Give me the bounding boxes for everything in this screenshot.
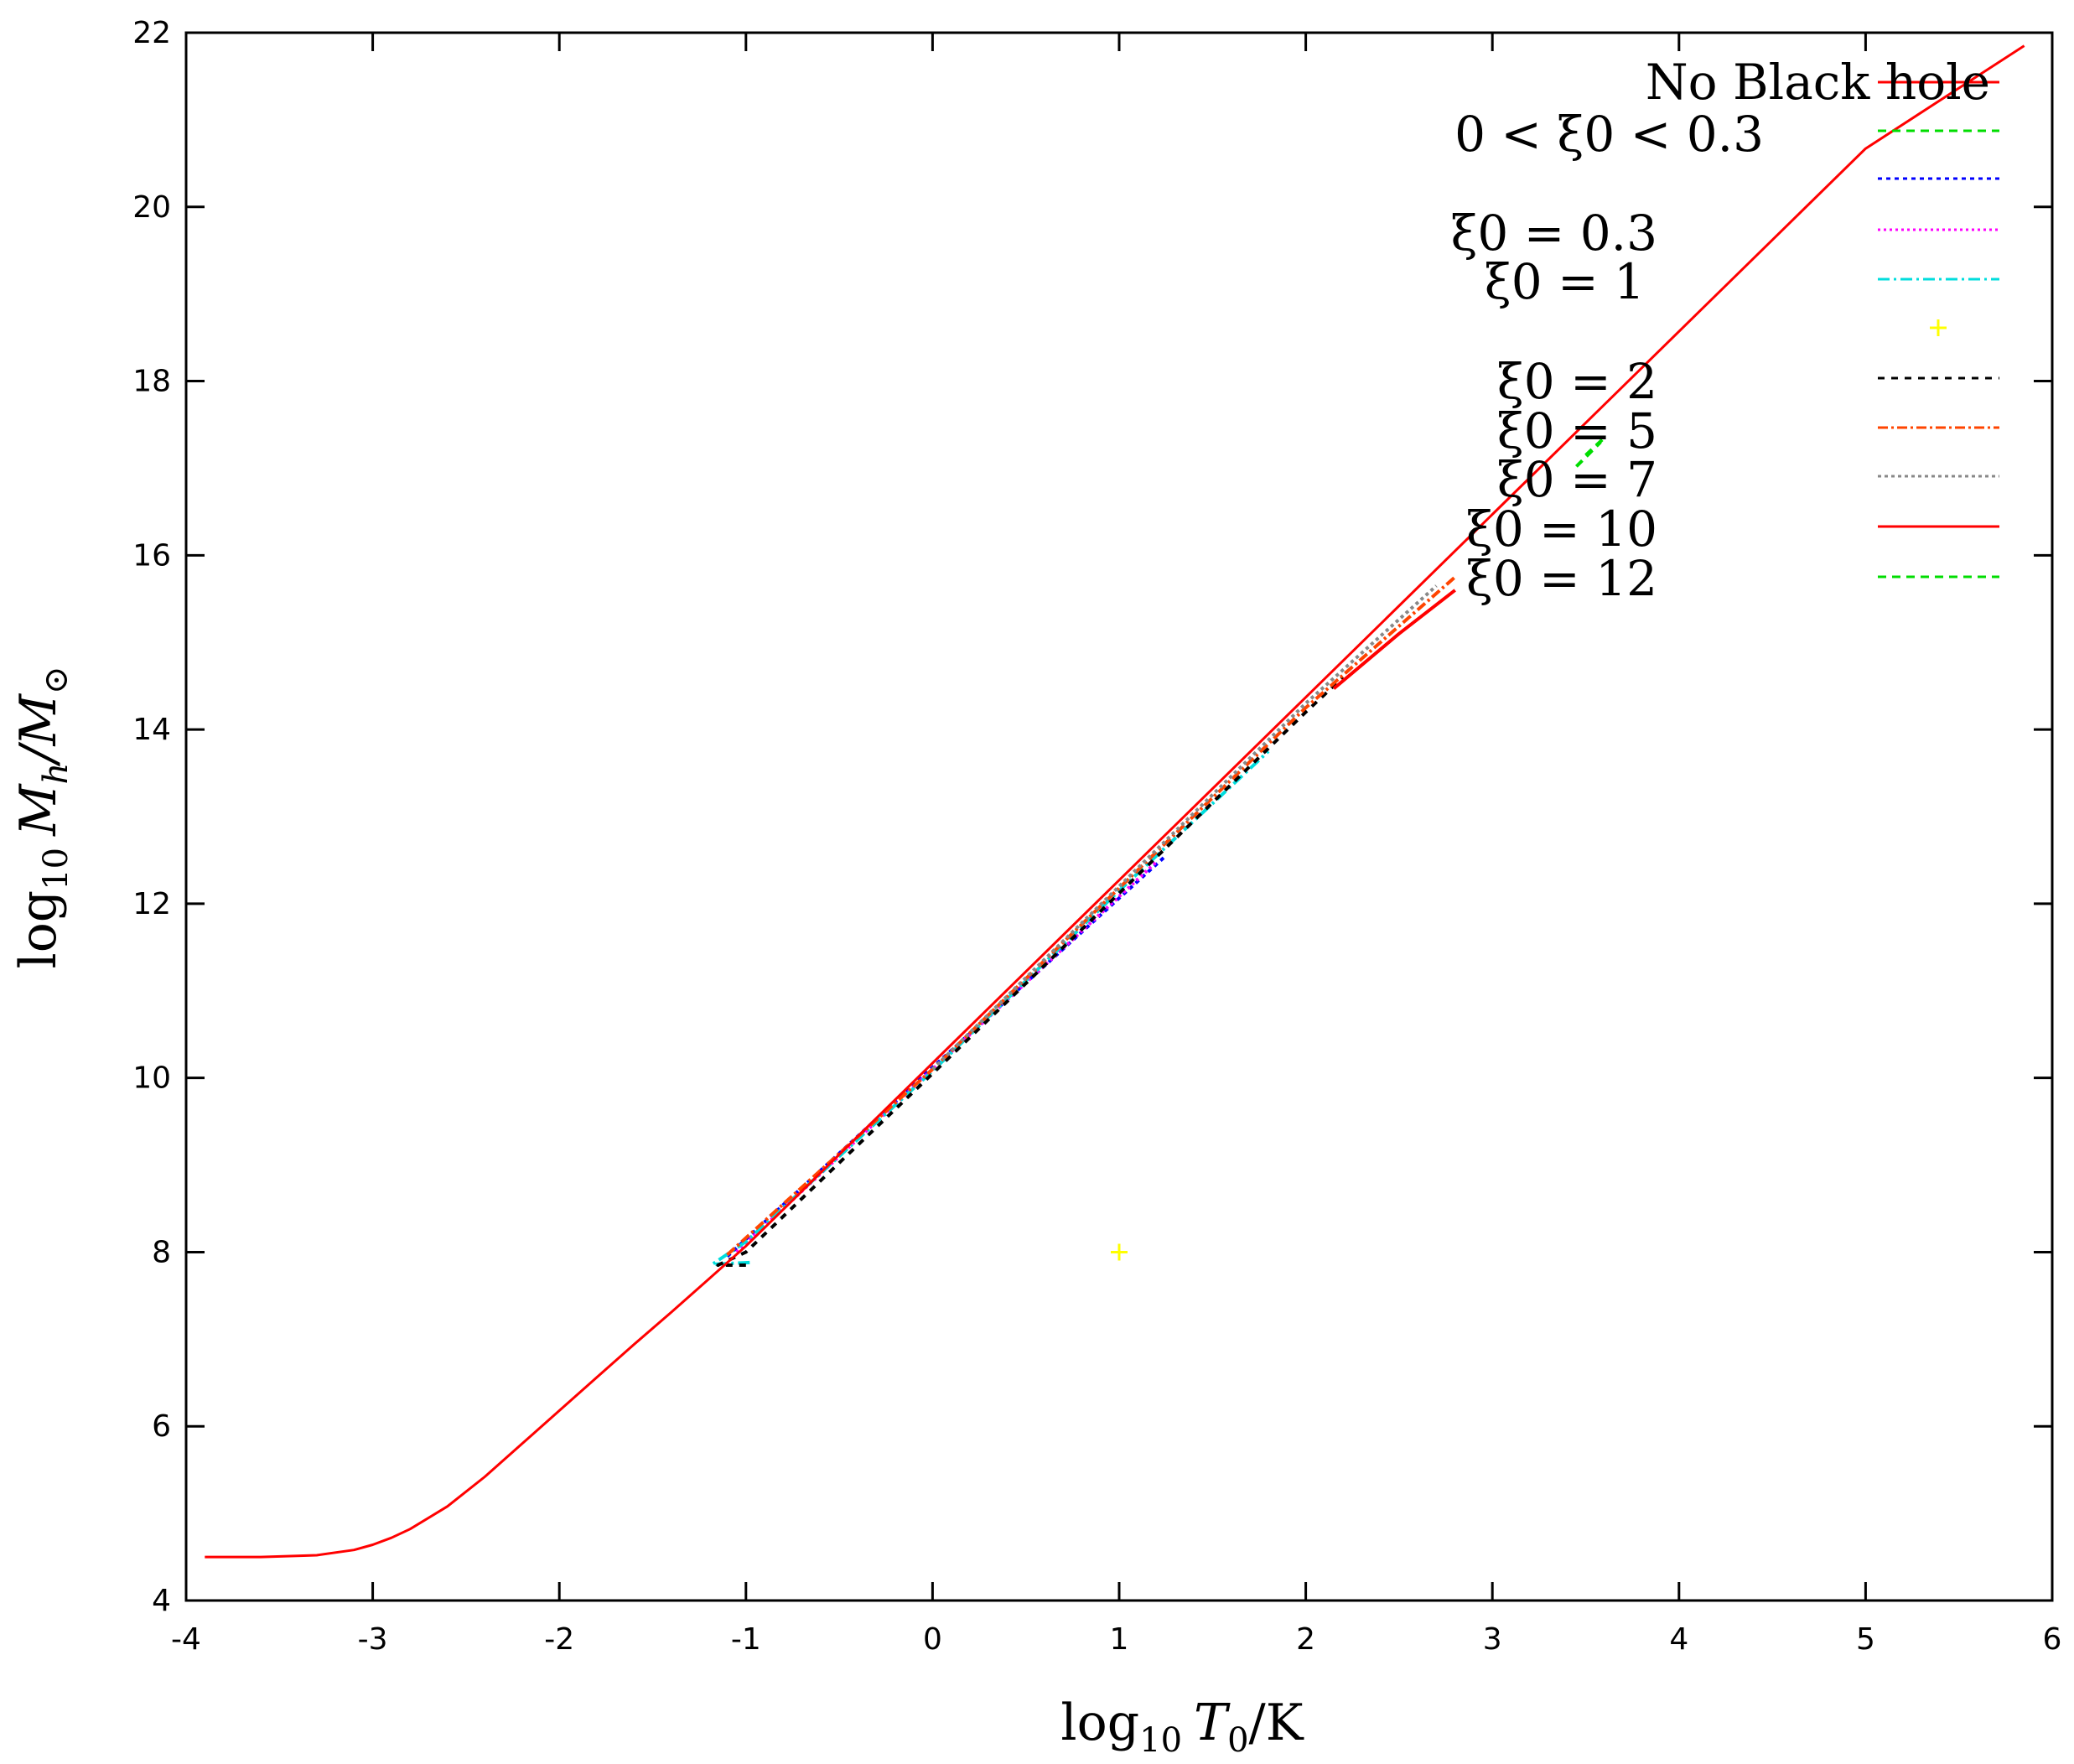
y-tick-label: 22 xyxy=(132,16,171,50)
legend-label-9: ξ0 = 10 xyxy=(1466,501,1657,558)
legend-label-6: ξ0 = 2 xyxy=(1497,353,1657,410)
x-tick-label: -1 xyxy=(731,1622,761,1657)
legend-label-1: 0 < ξ0 < 0.3 xyxy=(1454,106,1764,163)
x-tick-label: 5 xyxy=(1856,1622,1875,1657)
x-tick-label: -2 xyxy=(544,1622,574,1657)
y-tick-label: 8 xyxy=(152,1235,171,1269)
x-tick-label: 0 xyxy=(923,1622,942,1657)
y-tick-label: 14 xyxy=(132,713,171,747)
y-tick-label: 12 xyxy=(132,887,171,921)
y-tick-label: 4 xyxy=(152,1584,171,1618)
x-tick-label: 4 xyxy=(1669,1622,1688,1657)
legend-label-0: No Black hole xyxy=(1646,54,1990,111)
x-tick-label: -3 xyxy=(358,1622,388,1657)
y-tick-label: 18 xyxy=(132,365,171,399)
x-tick-label: 3 xyxy=(1483,1622,1502,1657)
y-tick-label: 10 xyxy=(132,1061,171,1096)
y-tick-label: 6 xyxy=(152,1409,171,1444)
x-tick-label: 2 xyxy=(1296,1622,1315,1657)
x-tick-label: -4 xyxy=(171,1622,201,1657)
legend-label-10: ξ0 = 12 xyxy=(1466,550,1657,607)
x-tick-label: 6 xyxy=(2043,1622,2062,1657)
y-tick-label: 16 xyxy=(132,538,171,573)
legend-label-4: ξ0 = 1 xyxy=(1485,253,1645,310)
legend-label-8: ξ0 = 7 xyxy=(1497,451,1657,508)
y-axis-label: log10Mh/M⊙ xyxy=(9,666,75,968)
x-tick-label: 1 xyxy=(1110,1622,1129,1657)
y-tick-label: 20 xyxy=(132,190,171,225)
